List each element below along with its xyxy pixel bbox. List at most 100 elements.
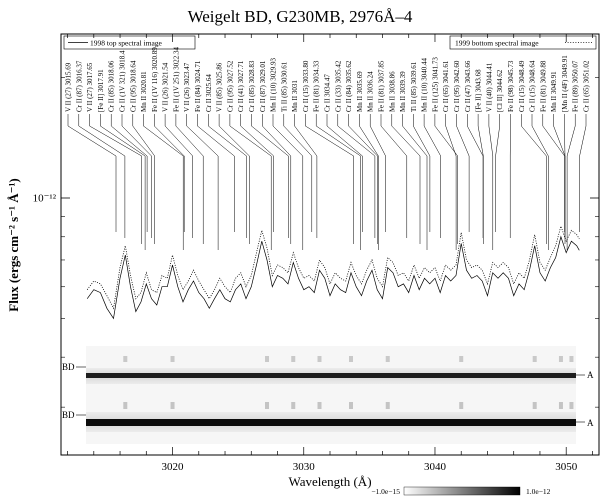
line-id-label: [Fe II] 3017.91 (97, 69, 105, 112)
spectral-images: BD BD A A (62, 346, 594, 444)
line-id-connector (542, 114, 565, 232)
y-axis-label: Flux (ergs cm⁻² s⁻¹ Å⁻¹) (6, 178, 21, 311)
strip-spot (348, 402, 353, 409)
strip-spot (348, 356, 353, 362)
line-id-label: Cr II (87) 3029.01 (259, 60, 267, 112)
line-id-connector (283, 114, 313, 232)
line-id-connector (380, 114, 408, 238)
line-id-label: Mn II (10) 3029.93 (270, 57, 278, 112)
x-axis: 3020 3030 3040 3050 (67, 34, 593, 473)
strip-spot (291, 402, 296, 409)
line-identifications: V II (27) 3015.69 Cr II (87) 3016.37 V II … (65, 46, 591, 250)
colorbar-max-label: 1.0e−12 (526, 487, 551, 496)
line-id-label: V II (40) 3044.41 (485, 62, 493, 112)
line-id-connector (413, 114, 431, 232)
line-id-label: Fe II (98) 3045.73 (507, 60, 515, 112)
line-id-connector (579, 114, 587, 232)
line-id-connector (337, 114, 376, 238)
line-id-label: Cr II (84) 3035.62 (345, 60, 353, 112)
line-id-label: V II (27) 3015.69 (65, 62, 73, 112)
line-id-connector (315, 114, 361, 250)
line-id-label: Cr II (15) 3048.64 (529, 60, 537, 112)
line-id-connector (175, 114, 204, 244)
line-id-label: Mn II 3036.24 (367, 71, 375, 112)
line-id-connector (359, 114, 379, 250)
line-id-connector (262, 114, 292, 244)
line-id-label: Fe II (81) 3049.88 (539, 60, 547, 112)
series-line-1999 (86, 224, 580, 310)
line-id-label: Fe II (1V 116) 3020.89 (151, 47, 159, 112)
line-id-connector (495, 114, 500, 232)
image-label-bd-bottom: BD (62, 410, 75, 420)
strip-spot (459, 356, 464, 362)
strip-spot (123, 402, 128, 409)
colorbar-min-label: −1.0e−15 (371, 487, 400, 496)
line-id-label: Cr II (47) 3043.66 (464, 60, 472, 112)
line-id-connector (100, 114, 146, 250)
spectral-strip-top-core (86, 373, 576, 378)
chart-title: Weigelt BD, G230MB, 2976Å–4 (188, 7, 413, 26)
line-id-label: Mn II 3031 (291, 80, 299, 112)
series-line-1998 (86, 235, 580, 320)
legend-label-left: 1998 top spectral image (90, 39, 163, 48)
line-id-connector (531, 114, 549, 250)
strip-spot (291, 356, 296, 362)
line-id-connector (521, 114, 547, 244)
line-id-connector (553, 114, 566, 238)
x-tick-label: 3050 (555, 461, 578, 473)
strip-spot (558, 356, 563, 362)
strip-spot (385, 402, 390, 409)
line-id-label: Fe II (81) 3037.85 (378, 60, 386, 112)
line-id-label: Mn II 3039.39 (399, 71, 407, 112)
line-id-connector (89, 114, 142, 244)
line-id-label: Cr II (33) 3035.42 (334, 60, 342, 112)
image-label-a-bottom: A (587, 418, 594, 428)
line-id-connector (488, 114, 494, 250)
line-id-label: Fe II (84) 3024.71 (194, 60, 202, 112)
strip-spot (170, 402, 175, 409)
line-id-label: Cr II (87) 3016.37 (75, 60, 83, 112)
line-id-connector (143, 114, 184, 250)
line-id-connector (272, 114, 304, 250)
line-id-label: Cr II 3034.47 (324, 74, 332, 112)
strip-spot (558, 402, 563, 409)
line-id-connector (186, 114, 219, 250)
line-id-connector (164, 114, 193, 238)
line-id-connector (218, 114, 250, 244)
colorbar: −1.0e−15 1.0e−12 (371, 486, 551, 496)
line-id-label: Cr II (85) 3028.83 (248, 60, 256, 112)
strip-spot (532, 402, 537, 409)
spectra-series (86, 224, 580, 320)
line-id-label: Mn II 3049.91 (550, 71, 558, 112)
line-id-connector (305, 114, 354, 244)
line-id-label: Cr II 3025.64 (205, 74, 213, 112)
line-id-label: Mn II (10) 3040.44 (421, 57, 429, 112)
line-id-connector (197, 114, 235, 232)
line-id-label: Fe II (125) 3041.73 (431, 57, 439, 112)
line-id-label: Fe II (89) 3050.07 (572, 60, 580, 112)
x-tick-label: 3040 (424, 461, 447, 473)
line-id-label: Cr II (85) 3018.06 (108, 60, 116, 112)
line-id-label: Cr II (95) 3018.64 (129, 60, 137, 112)
line-id-label: [Fe II] 3043.68 (475, 69, 483, 112)
strip-spot (569, 402, 574, 409)
line-id-connector (348, 114, 378, 244)
line-id-label: Cr II (65) 3041.61 (442, 60, 450, 112)
line-id-label: Cr II (65) 3051.02 (583, 60, 591, 112)
line-id-label: [Cl II] 3044.62 (496, 69, 504, 112)
line-id-label: Fe II (81) 3034.33 (313, 60, 321, 112)
line-id-connector (423, 114, 441, 238)
legend-label-right: 1999 bottom spectral image (455, 39, 539, 48)
line-id-connector (121, 114, 152, 238)
line-id-label: Mn II 3035.69 (356, 71, 364, 112)
line-id-label: V II (85) 3025.86 (216, 62, 224, 112)
strip-spot (532, 356, 537, 362)
line-id-connector (402, 114, 428, 250)
line-id-connector (240, 114, 274, 232)
x-tick-label: 3020 (162, 461, 185, 473)
line-id-label: Cr II (95) 3042.60 (453, 60, 461, 112)
line-id-connector (154, 114, 185, 232)
strip-spot (317, 356, 322, 362)
legend-left: 1998 top spectral image (63, 35, 196, 50)
